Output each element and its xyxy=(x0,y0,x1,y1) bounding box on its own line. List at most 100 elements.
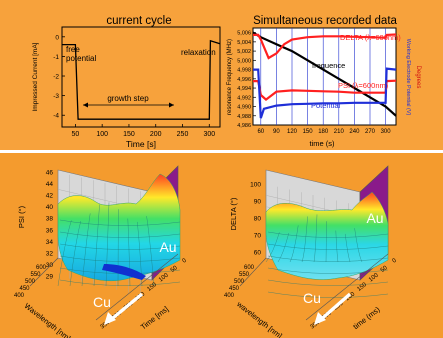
frequence-line xyxy=(252,31,397,117)
psi-x-tick-label: 600 xyxy=(36,265,47,271)
psi-zlabel: PSI (°) xyxy=(17,205,26,228)
delta-ylabel: time (ms) xyxy=(351,305,382,332)
legend-delta: DELTA (λ=600nm) xyxy=(340,33,401,42)
delta-z-ticks: 100 90 80 70 60 xyxy=(250,182,261,257)
delta-z-tick-label: 90 xyxy=(254,199,262,206)
psi-z-tick-label: 46 xyxy=(46,170,54,177)
delta-cu-arrow xyxy=(316,292,352,324)
current-cycle-x-tick-label: 100 xyxy=(96,131,108,138)
psi-z-tick-label: 30 xyxy=(46,262,54,269)
potential-line xyxy=(253,67,397,119)
psi-cu-arrow xyxy=(106,292,144,324)
psi-mesh-line xyxy=(59,231,181,238)
current-cycle-title: current cycle xyxy=(106,15,171,27)
delta-z-tick-label: 100 xyxy=(250,182,261,189)
psi-mesh-line xyxy=(59,255,181,262)
simultaneous-title: Simultaneous recorded data xyxy=(253,15,397,27)
simultaneous-y-tick-label: 4,992 xyxy=(237,95,251,101)
current-cycle-y-tick-label: -2 xyxy=(53,74,59,81)
psi-z-tick-label: 38 xyxy=(46,216,54,223)
delta-mesh-line xyxy=(267,267,389,274)
delta-y-tick-label: 150 xyxy=(356,282,368,293)
simultaneous-x-tick-label: 150 xyxy=(303,129,314,135)
simultaneous-x-tick-label: 300 xyxy=(381,129,392,135)
psi-z-tick-label: 40 xyxy=(46,204,54,211)
delta-xlabel: wavelength [nm] xyxy=(234,299,283,338)
psi-z-tick-label: 42 xyxy=(46,193,54,200)
simultaneous-y-tick-label: 4,998 xyxy=(237,68,251,74)
psi-x-tick-label: 400 xyxy=(14,293,25,299)
psi-mesh-line xyxy=(59,279,181,286)
delta-x-axis xyxy=(239,257,267,287)
delta-cu-arrowhead xyxy=(314,312,326,325)
simultaneous-xlabel: time (s) xyxy=(310,139,336,148)
psi-y-tick-label: 350 xyxy=(100,319,112,330)
psi-y-tick-label: 150 xyxy=(146,282,158,293)
psi-line xyxy=(253,79,397,102)
current-cycle-ylabel: Impressed Current [mA] xyxy=(32,42,39,111)
simultaneous-x-tick-label: 240 xyxy=(349,129,360,135)
psi-y-axis xyxy=(95,253,179,321)
delta-x-tick-label: 400 xyxy=(224,293,235,299)
psi-mesh-line xyxy=(105,202,110,287)
simultaneous-y-tick-label: 4,996 xyxy=(237,77,251,83)
psi-z-tick-label: 34 xyxy=(46,239,54,246)
delta-x-tick-label: 600 xyxy=(244,265,255,271)
simultaneous-x-tick-label: 120 xyxy=(287,129,298,135)
simultaneous-y-tick-label: 5,002 xyxy=(237,49,251,55)
psi-mesh-line xyxy=(93,204,100,287)
simultaneous-y-ticks: 5,006 5,004 5,002 5,000 4,998 4,996 4,994 4,992… xyxy=(237,31,256,129)
psi-z-ticks: 46 44 42 40 38 36 34 32 30 29 xyxy=(46,170,54,281)
current-cycle-x-tick-label: 150 xyxy=(123,131,135,138)
current-cycle-y-ticks: 0 -1 -2 -3 -4 xyxy=(53,34,65,120)
delta-mesh-line xyxy=(267,291,389,298)
delta-x-tick-label: 450 xyxy=(229,286,240,292)
simultaneous-x-tick-label: 180 xyxy=(318,129,329,135)
psi-ylabel: Time [ms] xyxy=(139,304,170,331)
simultaneous-y-tick-label: 5,004 xyxy=(237,40,251,46)
psi-y-tick-label: 100 xyxy=(158,272,170,283)
simultaneous-x-tick-label: 210 xyxy=(334,129,345,135)
legend-potential: Potential xyxy=(311,101,341,110)
delta-mesh-line xyxy=(267,243,389,250)
delta-y-tick-label: 100 xyxy=(368,272,380,283)
delta-mesh-line xyxy=(267,255,389,262)
simultaneous-y-tick-label: 4,994 xyxy=(237,86,251,92)
psi-mesh-line xyxy=(57,220,72,287)
delta-mesh-line xyxy=(335,230,339,263)
panel-divider xyxy=(0,150,443,153)
delta-y-tick-label: 200 xyxy=(345,291,357,302)
simultaneous-y-tick-label: 4,986 xyxy=(237,123,251,129)
simultaneous-x-tick-label: 60 xyxy=(257,129,264,135)
psi-mesh-line xyxy=(69,221,81,287)
current-cycle-chart: current cycle Impressed Current [mA] Tim… xyxy=(32,15,221,149)
simultaneous-series xyxy=(252,31,397,119)
psi-au-label: Au xyxy=(159,239,176,255)
psi-mesh-line xyxy=(146,216,155,287)
delta-mesh-line xyxy=(267,231,389,238)
current-cycle-y-tick-label: 0 xyxy=(55,34,59,41)
delta-mesh-line xyxy=(289,225,299,263)
delta-y-axis xyxy=(305,253,389,321)
current-cycle-x-tick-label: 300 xyxy=(203,131,215,138)
simultaneous-x-tick-label: 270 xyxy=(365,129,376,135)
psi-y-tick-label: 50 xyxy=(170,265,179,274)
current-cycle-y-tick-label: -4 xyxy=(53,113,59,120)
delta-y-tick-label: 350 xyxy=(310,319,322,330)
simultaneous-x-ticks: 60 90 120 150 180 210 240 270 300 xyxy=(257,129,391,135)
simultaneous-y-tick-label: 4,990 xyxy=(237,105,251,111)
current-cycle-y-tick-label: -3 xyxy=(53,93,59,100)
psi-cu-arrowhead xyxy=(104,312,116,325)
delta-mesh-line xyxy=(267,279,389,286)
delta-mesh-line xyxy=(277,233,289,263)
current-cycle-line xyxy=(62,39,221,120)
delta-y-tick-label: 50 xyxy=(380,265,389,274)
delta-mesh-line xyxy=(313,214,318,263)
psi-mesh-line xyxy=(127,218,131,287)
delta-cu-label: Cu xyxy=(303,290,321,306)
delta-z-tick-label: 70 xyxy=(254,233,262,240)
legend-psi: PSI (λ=600nm) xyxy=(338,81,389,90)
